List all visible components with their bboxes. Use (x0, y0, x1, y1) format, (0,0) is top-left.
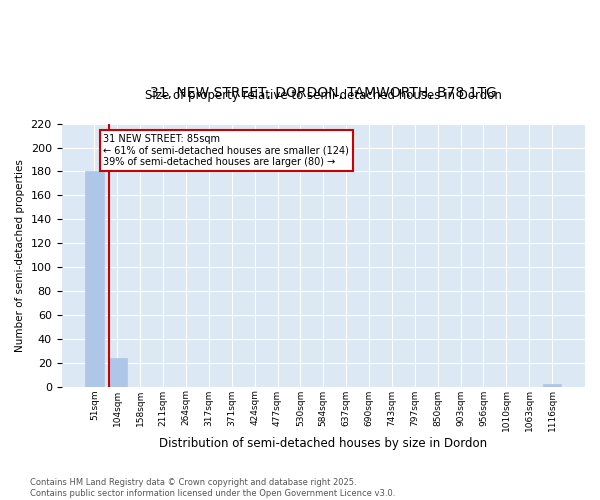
Bar (108, 358, 127, 386)
Text: 31 NEW STREET: 85sqm
← 61% of semi-detached houses are smaller (124)
39% of semi: 31 NEW STREET: 85sqm ← 61% of semi-detac… (103, 134, 349, 168)
Bar (85, 172, 104, 386)
Bar (543, 384, 561, 386)
Y-axis label: Number of semi-detached properties: Number of semi-detached properties (15, 158, 25, 352)
Text: Contains HM Land Registry data © Crown copyright and database right 2025.
Contai: Contains HM Land Registry data © Crown c… (30, 478, 395, 498)
Text: 31, NEW STREET, DORDON, TAMWORTH, B78 1TG: 31, NEW STREET, DORDON, TAMWORTH, B78 1T… (150, 86, 497, 100)
X-axis label: Distribution of semi-detached houses by size in Dordon: Distribution of semi-detached houses by … (159, 437, 487, 450)
Title: Size of property relative to semi-detached houses in Dordon: Size of property relative to semi-detach… (145, 88, 502, 102)
